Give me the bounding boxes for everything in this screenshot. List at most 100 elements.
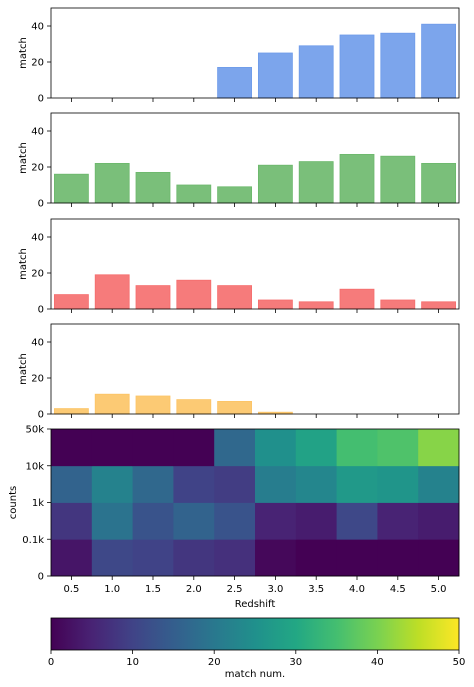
- heatmap-cell-r3-c7: [295, 465, 337, 503]
- heatmap-cell-r2-c1: [51, 502, 93, 540]
- panel-4-ytick-label: 40: [31, 338, 44, 349]
- bar-1-10: [421, 23, 457, 99]
- bar-1-6: [257, 52, 293, 99]
- heatmap-xtick-label: 1.0: [104, 584, 120, 595]
- panel-1-ylabel: match: [18, 37, 29, 69]
- heatmap-xlabel: Redshift: [235, 599, 276, 610]
- heatmap-cell-r3-c2: [91, 465, 133, 503]
- panel-3-ytick-label: 0: [38, 305, 44, 316]
- heatmap-cell-r2-c7: [295, 502, 337, 540]
- heatmap-cell-r2-c4: [173, 502, 215, 540]
- bar-2-5: [217, 186, 253, 204]
- colorbar-tick-label: 50: [453, 657, 466, 668]
- colorbar-frame: [50, 617, 460, 651]
- colorbar: [51, 618, 459, 650]
- bar-4-5: [217, 400, 253, 415]
- heatmap-cell-r1-c7: [295, 539, 337, 577]
- bar-1-5: [217, 67, 253, 99]
- heatmap-cell-r4-c4: [173, 429, 215, 467]
- heatmap-cell-r2-c8: [336, 502, 378, 540]
- heatmap-ytick-label: 1k: [32, 498, 44, 509]
- heatmap-xtick-label: 0.5: [63, 584, 79, 595]
- heatmap-cell-r3-c5: [214, 465, 256, 503]
- panel-3-ytick-label: 40: [31, 233, 44, 244]
- panel-4-ytick-label: 0: [38, 410, 44, 421]
- panel-2-ylabel: match: [18, 142, 29, 174]
- bar-2-6: [257, 164, 293, 204]
- heatmap-cell-r1-c9: [377, 539, 419, 577]
- colorbar-tick-label: 20: [208, 657, 221, 668]
- heatmap-cell-r3-c3: [132, 465, 174, 503]
- bar-3-2: [94, 274, 130, 310]
- heatmap-ytick-label: 0: [38, 572, 44, 583]
- bar-3-4: [176, 279, 212, 310]
- heatmap-cell-r3-c9: [377, 465, 419, 503]
- heatmap-cell-r4-c6: [255, 429, 297, 467]
- panel-4-ylabel: match: [18, 353, 29, 385]
- heatmap-cell-r4-c3: [132, 429, 174, 467]
- bar-2-2: [94, 162, 130, 204]
- heatmap-cell-r2-c9: [377, 502, 419, 540]
- heatmap-ytick-label: 0.1k: [22, 535, 44, 546]
- bar-1-9: [380, 32, 416, 99]
- panel-3-ytick-label: 20: [31, 269, 44, 280]
- bar-4-2: [94, 393, 130, 415]
- bar-2-7: [298, 161, 334, 204]
- heatmap-cell-r1-c4: [173, 539, 215, 577]
- colorbar-tick-label: 30: [289, 657, 302, 668]
- panel-3-ylabel: match: [18, 248, 29, 280]
- heatmap-cell-r1-c1: [51, 539, 93, 577]
- heatmap-cell-r1-c8: [336, 539, 378, 577]
- bar-3-8: [339, 288, 375, 310]
- heatmap-cell-r4-c8: [336, 429, 378, 467]
- panel-1-frame: [50, 7, 460, 99]
- heatmap-cell-r4-c10: [418, 429, 460, 467]
- colorbar-tick-label: 0: [48, 657, 54, 668]
- heatmap-cell-r4-c2: [91, 429, 133, 467]
- bar-2-1: [54, 173, 89, 204]
- bar-2-4: [176, 184, 212, 204]
- heatmap-cell-r2-c10: [418, 502, 460, 540]
- bar-3-7: [298, 301, 334, 310]
- panel-2-ytick-label: 20: [31, 163, 44, 174]
- heatmap-cell-r1-c6: [255, 539, 297, 577]
- panel-2-ytick-label: 0: [38, 199, 44, 210]
- bar-2-3: [135, 171, 171, 204]
- heatmap-xtick-label: 3.5: [308, 584, 324, 595]
- panel-1-ytick-label: 20: [31, 58, 44, 69]
- heatmap-cell-r2-c2: [91, 502, 133, 540]
- heatmap-cell-r4-c7: [295, 429, 337, 467]
- heatmap-xtick-label: 4.0: [349, 584, 365, 595]
- heatmap-cell-r2-c5: [214, 502, 256, 540]
- panel-1-ytick-label: 0: [38, 94, 44, 105]
- heatmap-cell-r4-c1: [51, 429, 93, 467]
- heatmap-cell-r2-c3: [132, 502, 174, 540]
- panel-1-ytick-label: 40: [31, 22, 44, 33]
- colorbar-tick-label: 10: [126, 657, 139, 668]
- heatmap-cell-r4-c5: [214, 429, 256, 467]
- heatmap-cell-r1-c3: [132, 539, 174, 577]
- heatmap-xtick-label: 4.5: [390, 584, 406, 595]
- heatmap-xtick-label: 2.5: [227, 584, 243, 595]
- bar-4-4: [176, 399, 212, 415]
- heatmap-cell-r1-c2: [91, 539, 133, 577]
- bar-2-9: [380, 155, 416, 204]
- bar-3-3: [135, 285, 171, 310]
- bar-1-7: [298, 45, 334, 99]
- heatmap-xtick-label: 1.5: [145, 584, 161, 595]
- panel-4-frame: [50, 323, 460, 415]
- heatmap-xtick-label: 3.0: [267, 584, 283, 595]
- heatmap-ytick-label: 50k: [25, 425, 44, 436]
- bar-3-10: [421, 301, 457, 310]
- panel-3-frame: [50, 218, 460, 310]
- heatmap-ylabel: counts: [8, 486, 19, 519]
- panel-2-frame: [50, 112, 460, 204]
- bar-4-3: [135, 395, 171, 415]
- heatmap-cell-r3-c6: [255, 465, 297, 503]
- heatmap-cell-r4-c9: [377, 429, 419, 467]
- bar-3-9: [380, 299, 416, 310]
- colorbar-tick-label: 40: [371, 657, 384, 668]
- bar-4-1: [54, 408, 89, 415]
- colorbar-label: match num.: [225, 669, 285, 680]
